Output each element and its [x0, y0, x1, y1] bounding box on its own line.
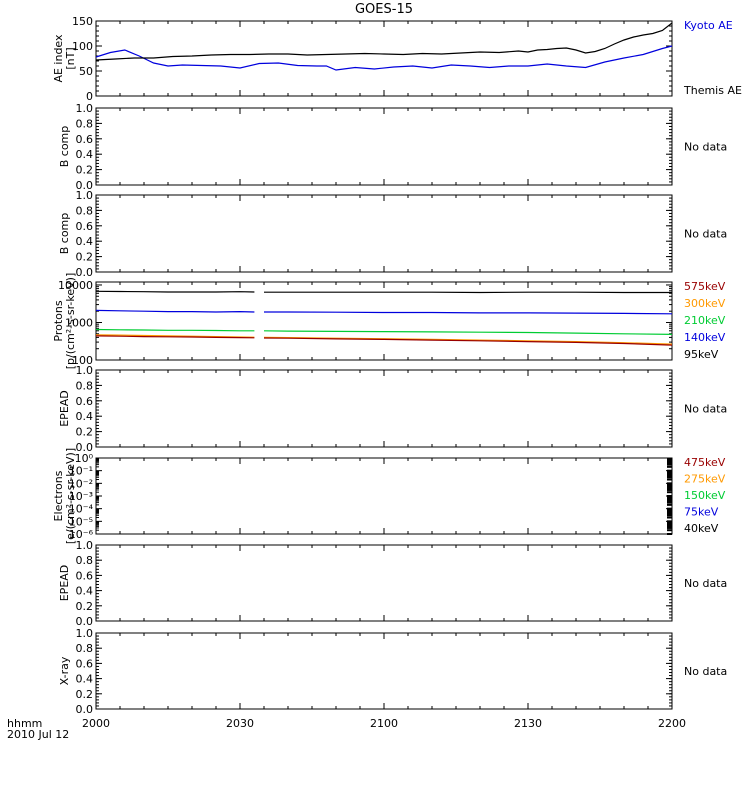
panel-frame	[96, 370, 672, 447]
series-line-140kev	[96, 310, 254, 312]
y-tick-label: 0.8	[76, 379, 94, 392]
series-line-575kev	[264, 338, 672, 345]
x-tick-label: 2000	[82, 717, 110, 730]
y-tick-label: 0.6	[76, 657, 94, 670]
panel-frame	[96, 545, 672, 621]
panel-xray: 0.0 0.2 0.4 0.6 0.8 1.0 X-ray No data	[58, 627, 727, 716]
y-tick-label: 0.2	[76, 600, 94, 613]
panel-frame	[96, 21, 672, 96]
y-tick-label: 0.8	[76, 642, 94, 655]
x-tick-label: 2100	[370, 717, 398, 730]
right-label: 575keV	[684, 280, 726, 293]
right-label: No data	[684, 228, 727, 241]
y-tick-label: 0.2	[76, 426, 94, 439]
series-line-140kev	[264, 312, 672, 314]
panel-frame	[96, 458, 672, 534]
y-tick-label: 0.4	[76, 410, 94, 423]
y-tick-label: 0.6	[76, 569, 94, 582]
right-label: 140keV	[684, 331, 726, 344]
y-axis-label: EPEAD	[58, 390, 71, 427]
y-tick-label: 1.0	[76, 189, 94, 202]
y-tick-label: 0.4	[76, 673, 94, 686]
series-line-95kev	[96, 291, 254, 292]
y-axis-label: EPEAD	[58, 565, 71, 602]
y-tick-label: 0.8	[76, 554, 94, 567]
panel-frame	[96, 195, 672, 272]
right-label: 95keV	[684, 348, 719, 361]
right-label: No data	[684, 577, 727, 590]
y-tick-label: 0.6	[76, 133, 94, 146]
right-label: Kyoto AE	[684, 19, 733, 32]
x-axis-date-label: 2010 Jul 12	[7, 728, 69, 741]
panel-frame	[96, 108, 672, 185]
x-tick-label: 2200	[658, 717, 686, 730]
y-tick-label: 0.2	[76, 164, 94, 177]
y-tick-label: 0.6	[76, 395, 94, 408]
x-tick-label: 2030	[226, 717, 254, 730]
right-label: 210keV	[684, 314, 726, 327]
right-label: 150keV	[684, 489, 726, 502]
y-tick-label: 0.8	[76, 117, 94, 130]
y-axis-label: [p/(cm²-s-sr-keV)]	[64, 273, 77, 370]
y-tick-label: 1.0	[76, 102, 94, 115]
y-axis-label: X-ray	[58, 656, 71, 685]
series-line-210kev	[96, 330, 254, 331]
right-label: 275keV	[684, 473, 726, 486]
right-label: 75keV	[684, 506, 719, 519]
y-tick-label: 0.2	[76, 688, 94, 701]
series-line-210kev	[264, 331, 672, 335]
y-tick-label: 150	[72, 15, 93, 28]
panel-protons: 100100010000Protons[p/(cm²-s-sr-keV)]575…	[52, 273, 726, 370]
y-tick-label: 0.4	[76, 235, 94, 248]
right-label: No data	[684, 141, 727, 154]
series-line-kyoto-ae	[96, 46, 672, 70]
y-tick-label: 1.0	[76, 539, 94, 552]
y-axis-label: B comp	[58, 213, 71, 255]
right-label: 475keV	[684, 456, 726, 469]
y-tick-label: 0.0	[76, 266, 94, 279]
y-tick-label: 0.8	[76, 204, 94, 217]
panel-frame	[96, 633, 672, 709]
plot-title: GOES-15	[355, 2, 413, 17]
y-tick-label: 0.2	[76, 251, 94, 264]
right-label: 300keV	[684, 297, 726, 310]
y-tick-label: 0.4	[76, 148, 94, 161]
right-label: No data	[684, 403, 727, 416]
y-axis-label: B comp	[58, 126, 71, 168]
x-tick-label: 2130	[514, 717, 542, 730]
y-axis-label: [nT]	[64, 47, 77, 69]
panel-frame	[96, 282, 672, 360]
y-tick-label: 0.6	[76, 220, 94, 233]
y-tick-label: 1.0	[76, 364, 94, 377]
y-tick-label: 10⁰	[75, 452, 94, 465]
y-tick-label: 0.0	[76, 703, 94, 716]
y-tick-label: 1.0	[76, 627, 94, 640]
y-axis-label: [e/(cm²-s-sr-keV)]	[64, 448, 77, 544]
y-tick-label: 0.4	[76, 585, 94, 598]
right-label: No data	[684, 665, 727, 678]
right-label: Themis AE	[683, 84, 742, 97]
x-axis-ticks: 2000 2030 2100 2130 2200	[82, 717, 686, 730]
series-line-themis-ae	[96, 23, 672, 60]
panel-bcomp2: 0.0 0.2 0.4 0.6 0.8 1.0 B comp No data	[58, 189, 727, 279]
right-label: 40keV	[684, 522, 719, 535]
y-tick-label: 50	[79, 65, 93, 78]
panel-electrons: 10⁰10⁻¹10⁻²10⁻³10⁻⁴10⁻⁵10⁻⁶Electrons[e/(…	[52, 448, 726, 544]
